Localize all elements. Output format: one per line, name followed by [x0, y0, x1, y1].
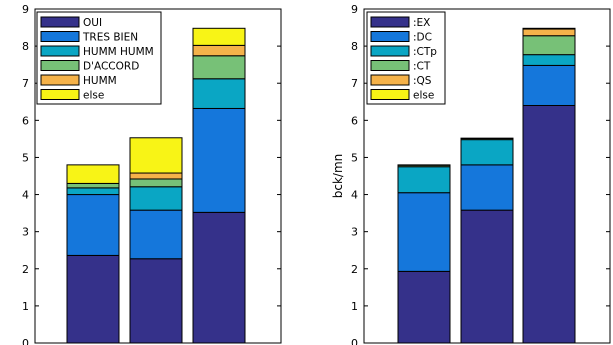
y-tick-label: 5: [22, 151, 29, 164]
bar-segment: [129, 172, 183, 180]
bar-segment: [192, 211, 246, 344]
y-tick-label: 3: [351, 226, 358, 239]
legend-label: else: [413, 90, 434, 102]
legend-item: else: [40, 89, 104, 102]
legend: OUI TRES BIEN HUMM HUMM D'ACCORD HUMM else: [36, 11, 162, 105]
legend-item: D'ACCORD: [40, 60, 139, 73]
chart-panel-2: 0 1 2 3 4 5 6 7 8 9 bck/mn :EX :DC :CTp :CT :QS else: [331, 3, 611, 345]
y-tick-label: 5: [351, 151, 358, 164]
bar-segment: [66, 254, 120, 344]
y-tick-label: 1: [22, 300, 29, 313]
bar-segment: [129, 186, 183, 211]
bar-segment: [66, 187, 120, 196]
y-tick-label: 9: [351, 3, 358, 16]
legend-item: HUMM HUMM: [40, 45, 154, 58]
legend-label: :CTp: [413, 46, 437, 58]
y-tick-label: 8: [351, 40, 358, 53]
bar-segment: [66, 182, 120, 189]
y-tick-label: 9: [22, 3, 29, 16]
y-tick-label: 2: [22, 263, 29, 276]
legend-label: HUMM HUMM: [83, 46, 154, 58]
y-tick-label: 4: [22, 189, 29, 202]
bar-segment: [397, 192, 451, 272]
y-tick-label: 6: [22, 114, 29, 127]
bar-segment: [192, 44, 246, 57]
bar-segment: [192, 78, 246, 109]
bar-segment: [66, 164, 120, 184]
bar-segment: [129, 209, 183, 260]
y-tick-label: 7: [22, 77, 29, 90]
bar-segment: [129, 178, 183, 188]
bar-segment: [522, 64, 576, 106]
legend-label: TRES BIEN: [82, 32, 138, 44]
legend-swatch: [370, 16, 410, 28]
legend: :EX :DC :CTp :CT :QS else: [366, 11, 446, 105]
bar-segment: [192, 107, 246, 213]
legend-swatch: [370, 31, 410, 42]
legend-swatch: [370, 74, 410, 86]
bar-segment: [522, 28, 576, 37]
y-tick-label: 8: [22, 40, 29, 53]
bar-segment: [522, 35, 576, 56]
y-tick-label: 4: [351, 189, 358, 202]
bar-segment: [129, 137, 183, 174]
legend-swatch: [40, 31, 80, 42]
legend-item: OUI: [40, 16, 102, 29]
legend-item: else: [370, 89, 434, 102]
bar-segment: [460, 139, 514, 166]
legend-swatch: [40, 74, 80, 86]
legend-item: :CT: [370, 60, 431, 73]
bar-segment: [460, 209, 514, 344]
y-tick-label: 7: [351, 77, 358, 90]
legend-swatch: [370, 89, 410, 100]
legend-label: OUI: [83, 17, 102, 29]
legend-label: :DC: [413, 32, 432, 44]
legend-swatch: [370, 60, 410, 71]
legend-label: D'ACCORD: [83, 61, 139, 73]
legend-item: HUMM: [40, 74, 117, 87]
legend-label: :QS: [413, 75, 432, 87]
legend-item: TRES BIEN: [40, 31, 138, 44]
legend-label: :CT: [413, 61, 431, 73]
legend-item: :QS: [370, 74, 432, 87]
legend-item: :DC: [370, 31, 432, 44]
legend-label: :EX: [413, 17, 430, 29]
legend-swatch: [40, 16, 80, 28]
y-tick-label: 0: [351, 337, 358, 345]
bar-segment: [522, 104, 576, 344]
bar-segment: [460, 164, 514, 211]
bar-segment: [522, 27, 576, 30]
bar-segment: [66, 194, 120, 256]
chart-panel-1: 0 1 2 3 4 5 6 7 8 9 OUI TRES BIEN HUMM HUMM D'ACCORD H…: [22, 3, 282, 345]
legend-item: :EX: [370, 16, 430, 29]
legend-label: HUMM: [83, 75, 117, 87]
y-tick-label: 2: [351, 263, 358, 276]
bar-segment: [192, 55, 246, 80]
y-axis-label: bck/mn: [331, 154, 345, 199]
axes-box: [363, 8, 611, 344]
bar-segment: [192, 27, 246, 46]
axes-box: [34, 8, 282, 344]
legend-swatch: [40, 89, 80, 100]
legend-swatch: [370, 45, 410, 57]
legend-item: :CTp: [370, 45, 437, 58]
y-tick-label: 1: [351, 300, 358, 313]
legend-swatch: [40, 60, 80, 71]
y-tick-label: 6: [351, 114, 358, 127]
bar-segment: [522, 54, 576, 66]
y-tick-label: 3: [22, 226, 29, 239]
bar-segment: [397, 270, 451, 344]
legend-swatch: [40, 45, 80, 57]
bar-segment: [397, 166, 451, 194]
legend-label: else: [83, 90, 104, 102]
bar-segment: [129, 258, 183, 344]
y-tick-label: 0: [22, 337, 29, 345]
